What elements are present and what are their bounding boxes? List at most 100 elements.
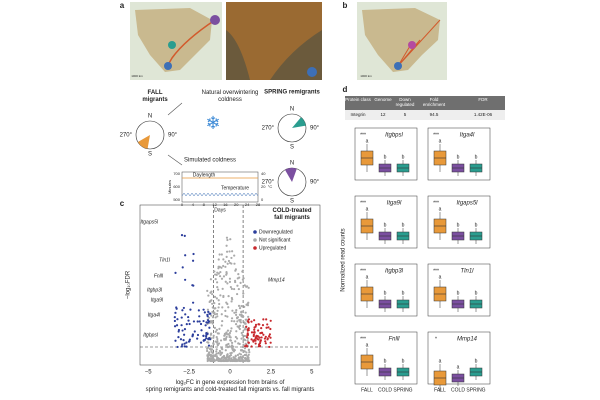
- label: ***: [433, 268, 439, 274]
- point: [254, 325, 257, 328]
- point: [197, 309, 200, 312]
- label: Down regulated: [396, 97, 415, 107]
- point: [204, 324, 207, 327]
- point: [233, 262, 236, 265]
- point: [237, 273, 240, 276]
- point: [210, 314, 213, 317]
- point: [174, 339, 177, 342]
- point: [253, 331, 256, 334]
- point: [188, 322, 191, 326]
- plot-frame: [354, 263, 418, 317]
- point: [211, 316, 215, 319]
- point: [199, 341, 203, 344]
- label: Normalized read counts: [341, 228, 347, 291]
- point: [175, 324, 179, 327]
- point: [245, 344, 248, 347]
- point: [259, 332, 262, 335]
- point: [231, 359, 234, 362]
- point: [209, 278, 212, 281]
- point: [233, 287, 236, 291]
- point: [250, 345, 253, 348]
- point: [227, 295, 230, 298]
- point: [209, 333, 212, 336]
- point: [248, 351, 251, 354]
- point: [183, 345, 186, 348]
- point: [226, 315, 229, 318]
- point: [228, 277, 232, 280]
- label: 12: [380, 112, 386, 117]
- point: [240, 305, 243, 308]
- inset-frame: [181, 171, 259, 203]
- point: [191, 259, 195, 262]
- point: [262, 318, 265, 321]
- point: [250, 338, 253, 341]
- point: [211, 293, 214, 296]
- point: [211, 358, 214, 361]
- point: [258, 344, 262, 348]
- label: 90°: [310, 180, 320, 186]
- label: S: [290, 145, 294, 151]
- point: [240, 310, 243, 313]
- point: [233, 254, 236, 257]
- point: [225, 354, 229, 357]
- point: [206, 319, 210, 322]
- point: [235, 309, 238, 312]
- label: *: [435, 336, 437, 342]
- point: [246, 328, 249, 331]
- point: [206, 321, 210, 324]
- point: [215, 348, 218, 351]
- point: [232, 350, 236, 353]
- label: 0: [228, 370, 232, 376]
- point: [252, 334, 255, 338]
- point: [218, 253, 221, 256]
- point: [213, 302, 216, 305]
- point: [230, 317, 234, 320]
- point: [228, 335, 231, 339]
- label: Integrin: [350, 112, 366, 117]
- point: [196, 337, 199, 340]
- point: [212, 336, 215, 339]
- label: 270°: [262, 180, 275, 186]
- label: b: [475, 290, 478, 296]
- point: [234, 335, 237, 339]
- point: [222, 258, 225, 261]
- point: [180, 316, 183, 319]
- point: [260, 336, 263, 339]
- point: [209, 320, 213, 323]
- label: a: [439, 206, 442, 212]
- point: [219, 339, 223, 342]
- point: [247, 348, 251, 351]
- point: [234, 359, 237, 362]
- point: [215, 312, 219, 316]
- label: FALL: [361, 387, 373, 393]
- point: [256, 337, 259, 341]
- label: 94.5: [430, 112, 439, 117]
- point: [240, 313, 243, 316]
- point: [214, 330, 217, 333]
- table-row: [345, 110, 505, 120]
- point: [226, 282, 229, 285]
- point: [237, 357, 240, 360]
- point: [200, 329, 203, 332]
- point: [181, 309, 184, 312]
- point: [257, 335, 260, 338]
- label: b: [384, 154, 387, 160]
- point: [216, 315, 219, 318]
- label: b: [475, 358, 478, 364]
- point: [253, 319, 256, 322]
- arrow: [167, 102, 183, 116]
- label: Genome: [374, 97, 392, 102]
- plot-frame: [354, 331, 418, 385]
- label: b: [343, 1, 348, 10]
- legend-label: Upregulated: [259, 245, 286, 251]
- point: [211, 351, 214, 355]
- point: [209, 312, 212, 315]
- point: [234, 268, 237, 271]
- point: [238, 313, 242, 316]
- point: [212, 334, 215, 337]
- point: [217, 299, 220, 302]
- point: [207, 310, 210, 313]
- label: b: [402, 358, 405, 364]
- label: Simulated coldness: [184, 158, 236, 164]
- point: [196, 320, 199, 323]
